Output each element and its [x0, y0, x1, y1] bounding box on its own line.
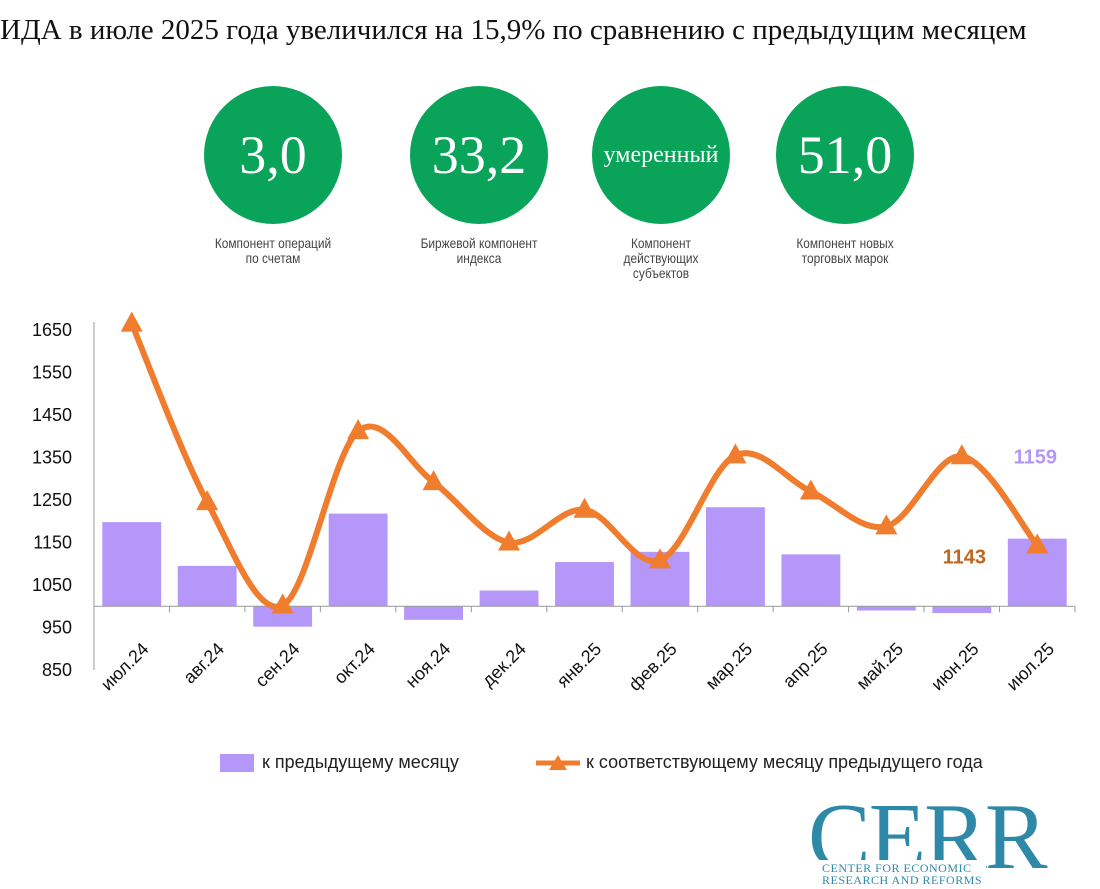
- combo-chart: 850 950 1050 1150 1250 1350 1450 1550 1650 июл.24…: [32, 311, 1076, 695]
- x-tick-label: мар.25: [702, 639, 757, 694]
- x-tick-label: авг.24: [179, 639, 228, 688]
- legend-line-swatch: [536, 754, 580, 770]
- bar: [404, 606, 464, 620]
- kpi-value-circle: 3,0: [204, 86, 342, 224]
- y-tick-label: 1450: [32, 405, 72, 425]
- x-tick-label: фев.25: [625, 639, 681, 695]
- kpi-value-circle: 51,0: [776, 86, 914, 224]
- bar: [781, 554, 841, 607]
- legend-label: к соответствующему месяцу предыдущего го…: [586, 752, 983, 772]
- legend-item-line: к соответствующему месяцу предыдущего го…: [536, 752, 983, 773]
- line-point: [875, 514, 898, 535]
- y-tick-label: 1550: [32, 363, 72, 383]
- y-tick-label: 950: [42, 618, 72, 638]
- cerr-logo: CERR CENTER FOR ECONOMIC RESEARCH AND RE…: [808, 790, 1078, 888]
- x-tick-label: янв.25: [553, 639, 606, 692]
- kpi-value-circle: 33,2: [410, 86, 548, 224]
- kpi-value-circle: умеренный: [592, 86, 730, 224]
- legend-item-bar: к предыдущему месяцу: [220, 752, 459, 773]
- bar: [856, 606, 916, 611]
- bar: [177, 565, 237, 607]
- kpi-accounts: 3,0 Компонент операций по счетам: [198, 86, 348, 266]
- kpi-exchange: 33,2 Биржевой компонент индекса: [404, 86, 554, 266]
- legend-label: к предыдущему месяцу: [262, 752, 459, 772]
- x-tick-label: сен.24: [251, 639, 303, 691]
- bar: [932, 606, 992, 614]
- line-point: [196, 490, 219, 511]
- line-point: [422, 470, 445, 491]
- kpi-trademarks: 51,0 Компонент новых торговых марок: [770, 86, 920, 266]
- line-point: [271, 593, 294, 614]
- x-tick-label: ноя.24: [402, 639, 455, 692]
- page-title: ИДА в июле 2025 года увеличился на 15,9%…: [0, 14, 1027, 46]
- kpi-label: Компонент новых торговых марок: [796, 235, 894, 266]
- line-point: [799, 479, 822, 500]
- line-point: [347, 419, 370, 440]
- kpi-active-entities: умеренный Компонент действующих субъекто…: [586, 86, 736, 281]
- line-point: [498, 530, 521, 551]
- line-point: [950, 444, 973, 465]
- legend-bar-swatch: [220, 753, 254, 772]
- x-tick-label: окт.24: [330, 639, 379, 688]
- y-tick-label: 1050: [32, 575, 72, 595]
- bar: [328, 513, 388, 607]
- bar: [102, 522, 162, 607]
- kpi-label: Компонент операций по счетам: [214, 235, 332, 266]
- bar: [253, 606, 313, 627]
- bar: [705, 507, 765, 607]
- line-data-label: 1143: [943, 546, 986, 568]
- line-point: [573, 497, 596, 518]
- y-tick-label: 1350: [32, 448, 72, 468]
- kpi-label: Биржевой компонент индекса: [420, 235, 538, 266]
- y-tick-label: 1650: [32, 320, 72, 340]
- bar: [555, 562, 614, 607]
- line-point: [120, 311, 143, 332]
- x-tick-label: май.25: [852, 639, 907, 694]
- bar: [479, 590, 539, 607]
- bar-data-label: 1159: [1014, 447, 1057, 469]
- y-tick-label: 1150: [33, 533, 72, 553]
- y-tick-label: 1250: [32, 490, 72, 510]
- x-tick-label: дек.24: [478, 639, 530, 691]
- x-tick-label: июн.25: [927, 639, 983, 695]
- kpi-label: Компонент действующих субъектов: [623, 235, 699, 281]
- line-point: [724, 443, 747, 464]
- y-tick-label: 850: [42, 660, 72, 680]
- logo-subtitle: CENTER FOR ECONOMIC RESEARCH AND REFORMS: [818, 860, 987, 888]
- x-tick-label: апр.25: [779, 639, 832, 692]
- line-point: [1026, 533, 1049, 554]
- line-point: [648, 548, 671, 569]
- x-tick-label: июл.25: [1002, 639, 1058, 695]
- x-tick-label: июл.24: [97, 639, 153, 695]
